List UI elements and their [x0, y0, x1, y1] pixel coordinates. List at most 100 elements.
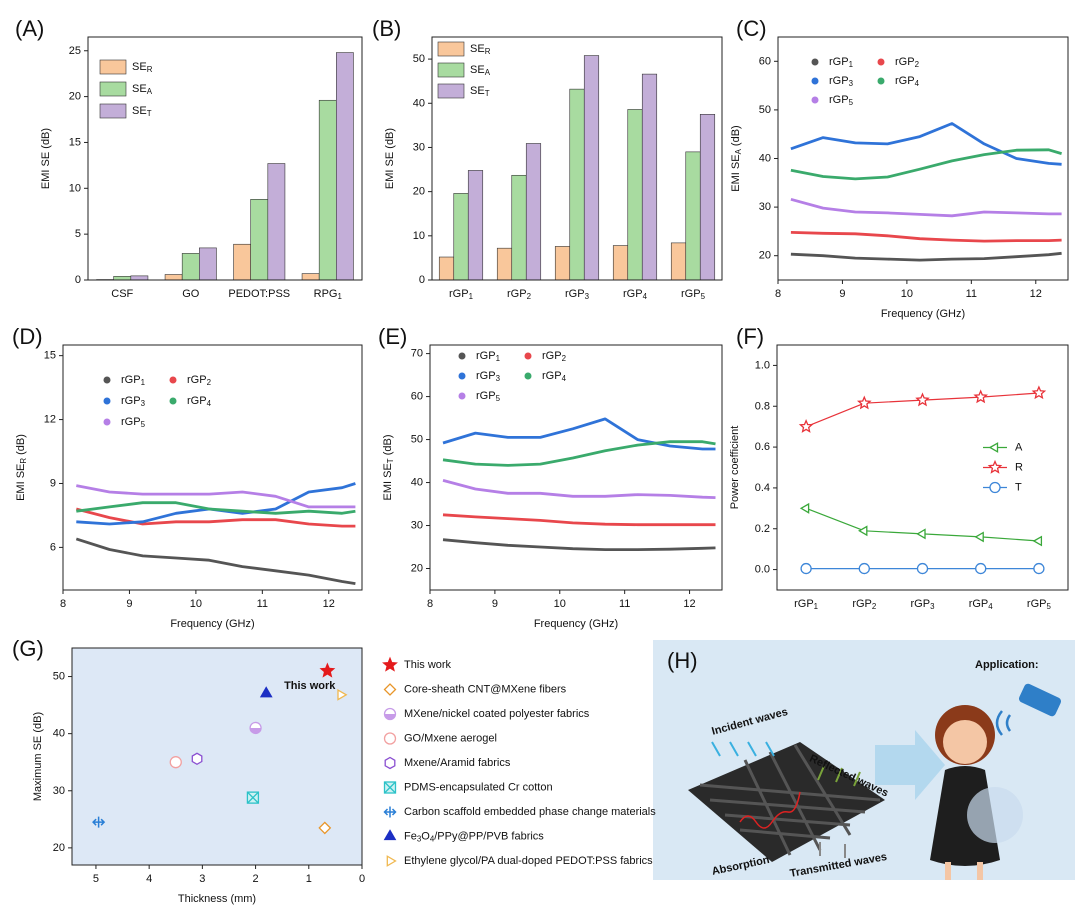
text-part: 3	[930, 602, 935, 611]
legend-marker	[458, 352, 466, 360]
chart: (A) 0 5 10 15 20 25 CSF GO PEDOT:PSS RPG1 EMI SE (d…	[15, 16, 363, 301]
text-part: T	[485, 89, 490, 98]
marker-shape	[383, 829, 397, 841]
legend-label: Core-sheath CNT@MXene fibers	[404, 683, 567, 695]
text-part: EMI SE (dB)	[40, 128, 52, 189]
text-part: 2	[527, 292, 531, 301]
x-tick-label: PEDOT:PSS	[228, 288, 290, 300]
illustration-title: Application:	[975, 659, 1039, 671]
text-part: 3	[496, 374, 501, 383]
text-part: (C)	[736, 16, 767, 41]
series-line	[790, 231, 1062, 243]
text-part: SE	[470, 85, 485, 97]
legend-item: rGP2	[169, 374, 211, 387]
plot-frame	[431, 36, 723, 281]
legend-item: Ethylene glycol/PA dual-doped PEDOT:PSS …	[386, 855, 653, 867]
text-part: 11	[619, 598, 630, 610]
y-axis-label: Maximum SE (dB)	[32, 712, 44, 801]
legend-item: Fe3O4/PPy@PP/PVB fabrics	[383, 829, 544, 844]
text-part: SE	[470, 43, 485, 55]
legend-label: R	[1015, 461, 1023, 473]
text-part: rGP	[542, 370, 562, 382]
legend-marker	[877, 77, 885, 85]
legend-item: A	[983, 441, 1023, 453]
text-part: 40	[53, 728, 65, 740]
y-tick-label: 0.8	[755, 400, 770, 412]
text-part: rGP	[895, 75, 915, 87]
text-part: 5	[849, 98, 854, 107]
point	[799, 502, 810, 514]
text-part: GO/Mxene aerogel	[404, 732, 497, 744]
marker-shape	[987, 459, 1003, 474]
marker-shape	[1031, 385, 1047, 400]
legend-label: rGP1	[829, 56, 854, 69]
text-part: 50	[759, 104, 771, 116]
text-part: 9	[492, 598, 498, 610]
marker-shape	[800, 562, 812, 575]
legend-item: Core-sheath CNT@MXene fibers	[383, 683, 567, 696]
x-tick-label: rGP4	[969, 598, 994, 611]
text-part: (dB)	[382, 435, 394, 459]
marker-shape	[858, 562, 870, 575]
bar	[511, 174, 527, 281]
legend-item: rGP3	[103, 395, 146, 408]
text-part: 20	[759, 250, 771, 262]
legend-marker	[458, 372, 466, 380]
plot-frame	[71, 647, 363, 866]
y-axis-label: EMI SET (dB)	[382, 435, 395, 501]
marker-shape	[337, 688, 348, 701]
x-tick-label: 11	[619, 598, 630, 610]
legend-item: rGP1	[458, 350, 501, 363]
marker-shape	[974, 531, 984, 543]
legend-label: This work	[404, 659, 452, 671]
bar	[569, 88, 585, 281]
legend-label: A	[1015, 441, 1023, 453]
text-part: 12	[44, 413, 56, 425]
legend-item: rGP5	[458, 390, 501, 403]
bar	[130, 275, 149, 281]
text-part: Fe	[404, 830, 417, 842]
marker-shape	[856, 395, 872, 410]
x-tick-label: rGP1	[794, 598, 819, 611]
point	[191, 752, 203, 766]
x-tick-label: 4	[146, 873, 152, 885]
text-part: A	[734, 148, 743, 154]
point	[858, 562, 870, 575]
legend-item: This work	[382, 656, 452, 672]
text-part: 2	[207, 378, 211, 387]
y-axis-label: EMI SEA (dB)	[730, 125, 743, 191]
text-part: 5	[141, 420, 146, 429]
x-tick-label: 9	[492, 598, 498, 610]
text-part: CSF	[111, 288, 133, 300]
bar	[438, 256, 455, 281]
legend-label: SET	[470, 85, 490, 98]
text-part: 1	[337, 292, 342, 301]
series-line	[76, 484, 356, 509]
x-tick-label: GO	[182, 288, 200, 300]
text-part: rGP	[542, 350, 562, 362]
text-part: 9	[839, 288, 845, 300]
legend-label: rGP3	[829, 75, 854, 88]
legend-item: rGP3	[458, 370, 501, 383]
legend-item: SER	[437, 41, 491, 57]
point	[916, 528, 926, 540]
legend-label: SEA	[132, 83, 153, 96]
y-tick-label: 15	[69, 136, 81, 148]
legend-label: rGP5	[121, 416, 146, 429]
legend-marker	[458, 392, 466, 400]
y-tick-label: 70	[411, 348, 423, 360]
text-part: 1.0	[755, 359, 770, 371]
legend-item: rGP1	[811, 56, 854, 69]
text-part: Frequency (GHz)	[534, 618, 618, 630]
legend-marker	[811, 58, 819, 66]
x-tick-label: 11	[257, 598, 268, 610]
series-line	[442, 513, 716, 527]
text-part: 8	[60, 598, 66, 610]
text-part: 4	[146, 873, 152, 885]
text-part: rGP	[829, 75, 849, 87]
bar	[199, 247, 217, 281]
legend-label: T	[1015, 481, 1022, 493]
text-part: 40	[411, 476, 423, 488]
